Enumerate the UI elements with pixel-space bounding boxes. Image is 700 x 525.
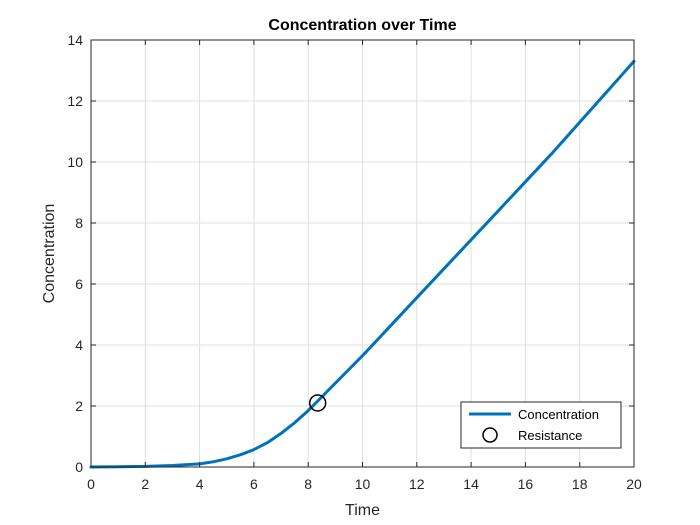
x-tick-label: 10	[355, 476, 371, 492]
ticks: 0 2 4 6 8 10 12 14 16 18 20 0 2 4 6 8 10 12 14	[67, 32, 642, 492]
chart-title: Concentration over Time	[268, 17, 456, 34]
y-tick-label: 2	[75, 398, 83, 414]
x-tick-label: 4	[196, 476, 204, 492]
x-tick-label: 8	[304, 476, 312, 492]
x-tick-label: 2	[141, 476, 149, 492]
x-axis-label: Time	[345, 502, 380, 519]
x-tick-label: 12	[409, 476, 425, 492]
y-tick-label: 8	[75, 215, 83, 231]
legend-label-resistance: Resistance	[518, 428, 582, 443]
y-tick-label: 14	[67, 32, 83, 48]
legend-box	[460, 401, 622, 449]
y-tick-label: 12	[67, 93, 83, 109]
x-tick-label: 20	[626, 476, 642, 492]
y-tick-label: 4	[75, 337, 83, 353]
resistance-marker	[308, 394, 327, 412]
y-tick-label: 10	[67, 154, 83, 170]
legend-label-concentration: Concentration	[518, 407, 599, 422]
x-tick-label: 0	[87, 476, 95, 492]
y-axis-label: Concentration	[41, 204, 58, 304]
x-tick-label: 6	[250, 476, 258, 492]
plot-area	[89, 59, 636, 469]
legend: Concentration Resistance	[460, 401, 622, 449]
x-tick-label: 14	[463, 476, 479, 492]
y-tick-label: 6	[75, 276, 83, 292]
x-tick-label: 18	[572, 476, 588, 492]
y-tick-label: 0	[75, 459, 83, 475]
x-tick-label: 16	[518, 476, 534, 492]
legend-marker-sample	[482, 427, 498, 443]
